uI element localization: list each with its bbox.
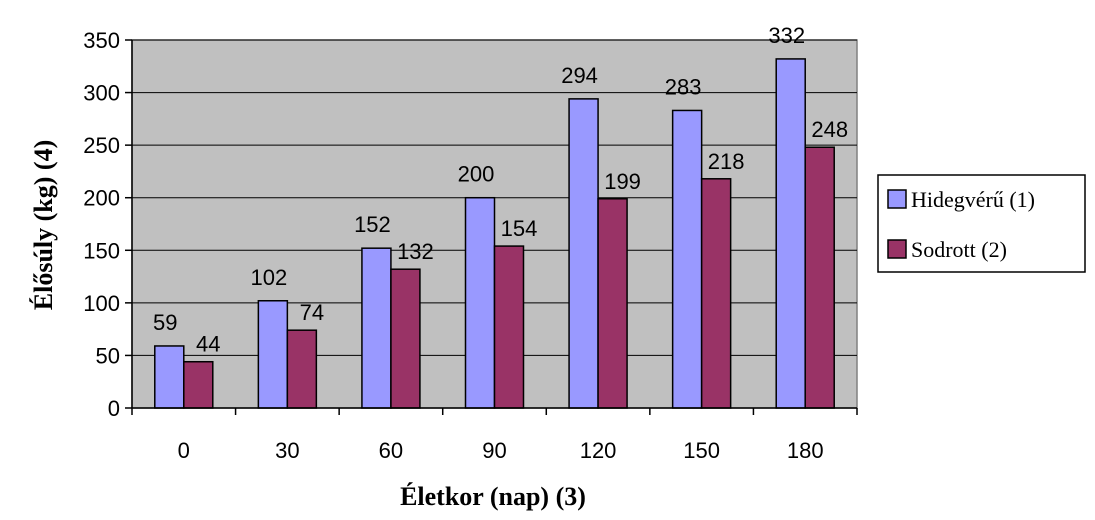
- data-label-hidegveru: 152: [354, 212, 391, 237]
- y-axis: 0 50 100 150 200 250 300 350: [83, 28, 133, 421]
- x-tick-label: 150: [683, 438, 720, 463]
- x-axis-title: Életkor (nap) (3): [400, 482, 586, 511]
- y-tick-label: 50: [96, 343, 120, 368]
- bars: [154, 58, 835, 409]
- data-label-hidegveru: 59: [153, 310, 177, 335]
- y-tick-label: 300: [83, 81, 120, 106]
- legend-border: [877, 174, 1086, 273]
- x-tick-label: 0: [178, 438, 190, 463]
- bar-hidegveru: [671, 109, 703, 409]
- data-label-sodrott: 218: [708, 149, 745, 174]
- x-tick-label: 90: [482, 438, 506, 463]
- y-tick-label: 150: [83, 238, 120, 263]
- data-label-hidegveru: 283: [665, 74, 702, 99]
- y-tick-label: 350: [83, 28, 120, 53]
- legend-swatch-sodrott: [887, 239, 907, 259]
- data-label-hidegveru: 102: [250, 265, 287, 290]
- y-tick-label: 100: [83, 291, 120, 316]
- data-label-sodrott: 132: [397, 239, 434, 264]
- bar-hidegveru: [464, 196, 496, 409]
- bar-hidegveru: [775, 58, 806, 409]
- data-label-sodrott: 154: [501, 216, 538, 241]
- bar-hidegveru: [568, 98, 599, 409]
- x-tick-label: 30: [275, 438, 299, 463]
- bar-sodrott: [700, 178, 732, 409]
- data-label-hidegveru: 294: [561, 63, 598, 88]
- x-tick-label: 60: [379, 438, 403, 463]
- data-label-sodrott: 199: [604, 169, 641, 194]
- data-label-sodrott: 74: [300, 300, 324, 325]
- data-label-hidegveru: 200: [458, 162, 495, 187]
- legend-label-hidegveru: Hidegvérű (1): [911, 187, 1035, 212]
- bar-sodrott: [597, 198, 628, 409]
- bar-sodrott: [286, 329, 318, 409]
- x-tick-label: 180: [787, 438, 824, 463]
- data-labels: 59 102 152 200 294 283 332 44 74 132 154 199 218 248: [153, 23, 848, 357]
- bar-sodrott: [493, 245, 525, 409]
- y-tick-label: 0: [108, 396, 120, 421]
- y-tick-label: 250: [83, 133, 120, 158]
- y-tick-label: 200: [83, 186, 120, 211]
- legend-swatch-hidegveru: [887, 189, 907, 209]
- data-label-hidegveru: 332: [768, 23, 805, 48]
- bar-hidegveru: [257, 300, 289, 409]
- x-tick-label: 120: [580, 438, 617, 463]
- bar-sodrott: [804, 146, 835, 409]
- x-axis: 0 30 60 90 120 150 180: [131, 407, 858, 463]
- bar-sodrott: [390, 268, 421, 409]
- bar-hidegveru: [154, 345, 185, 409]
- data-label-sodrott: 248: [811, 117, 848, 142]
- legend: Hidegvérű (1) Sodrott (2): [877, 174, 1086, 273]
- bar-hidegveru: [361, 247, 392, 409]
- y-axis-title: Élősúly (kg) (4): [29, 140, 58, 310]
- legend-label-sodrott: Sodrott (2): [911, 237, 1007, 262]
- data-label-sodrott: 44: [196, 332, 220, 357]
- bar-sodrott: [183, 360, 214, 409]
